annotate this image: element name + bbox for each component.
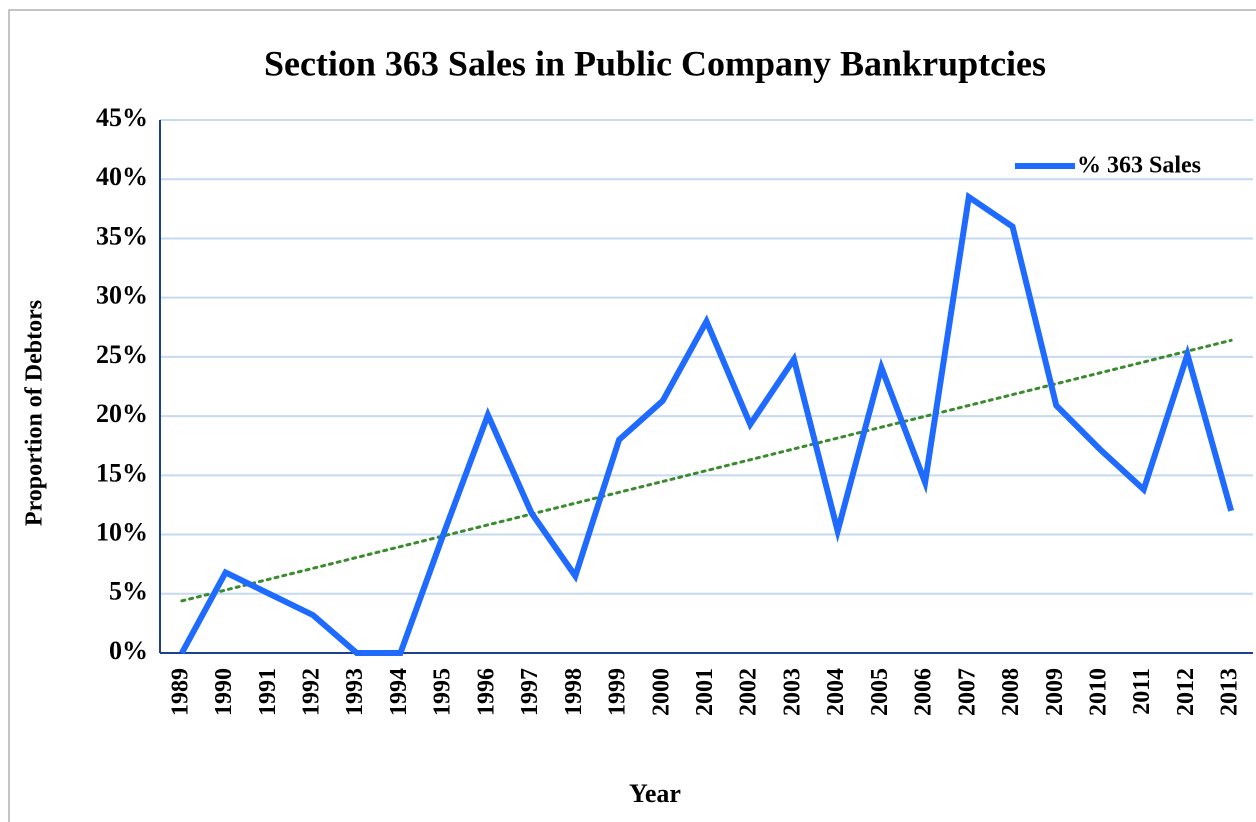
- x-tick-label: 1995: [430, 668, 456, 716]
- x-tick-label: 2006: [911, 668, 937, 716]
- x-tick-label: 1989: [167, 668, 193, 716]
- x-tick-label: 2011: [1129, 668, 1155, 715]
- x-tick-label: 2007: [954, 668, 980, 716]
- x-tick-label: 2000: [648, 668, 674, 716]
- x-tick-label: 2012: [1173, 668, 1199, 716]
- x-axis-label: Year: [629, 779, 681, 808]
- x-tick-label: 2008: [998, 668, 1024, 716]
- x-tick-label: 2010: [1085, 668, 1111, 716]
- frame: [8, 9, 1256, 822]
- y-tick-label: 45%: [96, 103, 148, 132]
- x-tick-label: 2009: [1042, 668, 1068, 716]
- x-tick-label: 2002: [736, 668, 762, 716]
- y-tick-label: 10%: [96, 518, 148, 547]
- y-tick-label: 15%: [96, 458, 148, 487]
- x-tick-label: 1993: [342, 668, 368, 716]
- y-axis-label: Proportion of Debtors: [22, 300, 48, 526]
- x-tick-label: 1990: [211, 668, 237, 716]
- x-tick-label: 1992: [299, 668, 325, 716]
- y-tick-label: 5%: [109, 577, 148, 606]
- y-tick-label: 0%: [109, 636, 148, 665]
- legend-label: % 363 Sales: [1077, 153, 1201, 179]
- x-tick-label: 2004: [823, 668, 849, 716]
- x-tick-label: 1991: [255, 668, 281, 716]
- x-tick-label: 1999: [605, 668, 631, 716]
- x-tick-label: 1998: [561, 668, 587, 716]
- y-tick-label: 40%: [96, 162, 148, 191]
- chart-title: Section 363 Sales in Public Company Bank…: [264, 43, 1046, 83]
- x-tick-label: 1997: [517, 668, 543, 716]
- trendline: [180, 338, 1233, 603]
- x-tick-label: 2001: [692, 668, 718, 716]
- data-line: [179, 191, 1235, 656]
- y-tick-label: 20%: [96, 399, 148, 428]
- x-tick-label: 1996: [473, 668, 499, 716]
- y-tick-label: 25%: [96, 340, 148, 369]
- x-tick-label: 2003: [779, 668, 805, 716]
- x-tick-label: 2005: [867, 668, 893, 716]
- x-tick-label: 2013: [1217, 668, 1243, 716]
- y-tick-label: 35%: [96, 221, 148, 250]
- x-tick-label: 1994: [386, 668, 412, 716]
- y-tick-label: 30%: [96, 281, 148, 310]
